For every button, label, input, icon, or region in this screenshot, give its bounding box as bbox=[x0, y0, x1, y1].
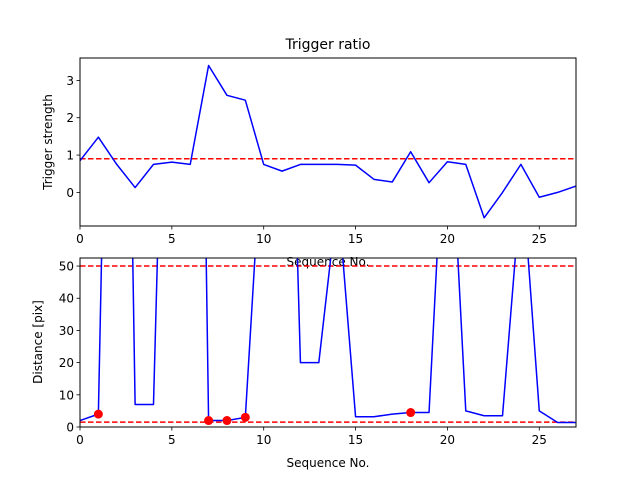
distance-plot-area bbox=[80, 258, 576, 426]
distance-axes-frame bbox=[79, 257, 577, 428]
trigger-ratio-xlabel: Sequence No. bbox=[287, 255, 370, 269]
trigger-ratio-xtick-label-1: 5 bbox=[168, 232, 176, 246]
trigger-ratio-xtick-label-2: 10 bbox=[256, 232, 271, 246]
distance-ytick-label-5: 50 bbox=[59, 260, 74, 274]
distance-ylabel: Distance [pix] bbox=[31, 300, 45, 384]
distance-marker-point-4 bbox=[406, 408, 416, 418]
distance-marker-point-0 bbox=[93, 409, 103, 419]
trigger-ratio-xtick-label-5: 25 bbox=[532, 232, 547, 246]
distance-ytick-label-2: 20 bbox=[59, 356, 74, 370]
distance-marker-point-3 bbox=[240, 412, 250, 422]
distance-marker-point-2 bbox=[222, 416, 232, 426]
trigger-ratio-title: Trigger ratio bbox=[284, 37, 370, 53]
distance-xtick-label-1: 5 bbox=[168, 433, 176, 447]
distance-xtick-label-0: 0 bbox=[76, 433, 84, 447]
trigger-ratio-series-line-0 bbox=[80, 64, 576, 219]
distance-subplot: 0 5 10 15 20 25 0 10 20 30 40 50 Sequence No. Dista… bbox=[31, 257, 577, 470]
trigger-ratio-ytick-label-0: 0 bbox=[66, 186, 74, 200]
distance-ytick-label-3: 30 bbox=[59, 324, 74, 338]
trigger-ratio-ticks: 0 5 10 15 20 25 0 1 2 3 bbox=[66, 74, 547, 246]
distance-ytick-label-4: 40 bbox=[59, 292, 74, 306]
trigger-ratio-ylabel: Trigger strength bbox=[41, 94, 55, 191]
distance-series-line-0 bbox=[80, 258, 576, 424]
trigger-ratio-xtick-label-0: 0 bbox=[76, 232, 84, 246]
distance-ytick-label-1: 10 bbox=[59, 388, 74, 402]
distance-marker-point-1 bbox=[204, 416, 214, 426]
trigger-ratio-ytick-label-3: 3 bbox=[66, 74, 74, 88]
trigger-ratio-subplot: Trigger ratio 0 5 10 15 20 25 0 1 2 3 Sequence No… bbox=[41, 37, 577, 269]
trigger-ratio-axes-frame bbox=[79, 57, 577, 227]
distance-xlabel: Sequence No. bbox=[287, 456, 370, 470]
distance-xtick-label-4: 20 bbox=[440, 433, 455, 447]
distance-ytick-label-0: 0 bbox=[66, 421, 74, 435]
trigger-ratio-ytick-label-1: 1 bbox=[66, 149, 74, 163]
trigger-ratio-xtick-label-3: 15 bbox=[348, 232, 363, 246]
trigger-ratio-plot-area bbox=[80, 64, 576, 219]
trigger-ratio-ytick-label-2: 2 bbox=[66, 111, 74, 125]
distance-xtick-label-2: 10 bbox=[256, 433, 271, 447]
trigger-ratio-xtick-label-4: 20 bbox=[440, 232, 455, 246]
distance-xtick-label-3: 15 bbox=[348, 433, 363, 447]
distance-xtick-label-5: 25 bbox=[532, 433, 547, 447]
distance-ticks: 0 5 10 15 20 25 0 10 20 30 40 50 bbox=[59, 260, 547, 447]
